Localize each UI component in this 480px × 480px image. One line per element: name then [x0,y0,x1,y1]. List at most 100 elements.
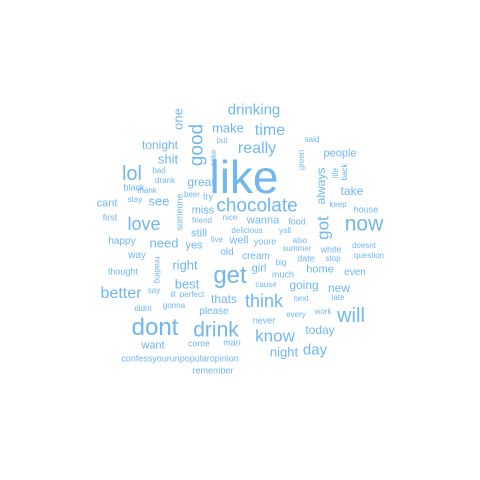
word-life: life [331,167,340,179]
word-work: work [314,307,332,316]
word-think: think [244,291,284,311]
word-next: next [293,294,309,303]
word-black: black [123,182,145,193]
word-yall: yall [278,226,292,235]
word-ill: ill [170,290,176,299]
word-old: old [220,247,234,258]
word-cake: cake [209,149,218,167]
word-date: date [297,253,315,264]
word-lol: lol [121,163,143,185]
word-home: home [306,263,334,276]
word-never: never [252,315,276,326]
word-shit: shit [157,151,179,167]
word-night: night [269,344,299,360]
word-going: going [289,278,319,292]
word-cream: cream [242,251,270,262]
word-need: need [149,235,179,251]
word-white: white [320,244,342,255]
word-still: still [191,227,207,240]
word-happy: happy [108,236,136,247]
word-please: please [199,306,229,317]
word-youre: youre [253,236,277,247]
word-first: first [102,212,118,223]
word-someone: someone [174,193,185,231]
word-doesnt: doesnt [351,241,377,250]
word-really: really [237,140,277,157]
word-people: people [323,147,357,160]
word-live: live [210,235,224,244]
word-cant: cant [96,197,118,210]
word-nice: nice [222,213,238,222]
word-wanna: wanna [246,214,280,227]
word-friend: friend [191,216,213,225]
word-like: like [209,151,279,203]
word-time: time [254,122,286,139]
word-thank: thank [137,186,157,195]
word-new: new [327,281,351,295]
word-drink: drink [193,318,239,342]
word-miss: miss [191,204,215,217]
word-delicious: delicious [231,226,263,235]
word-now: now [344,212,384,236]
word-reading: reading [153,256,162,284]
word-thats: thats [210,292,238,306]
word-house: house [353,204,379,215]
word-yes: yes [185,239,203,252]
word-got: got [313,216,333,240]
word-well: well [229,234,249,247]
word-food: food [288,216,306,227]
word-confess: confessyourunpopularopinion [121,353,239,364]
word-stop: stop [325,254,341,263]
word-bad: bad [152,166,166,175]
word-right: right [172,257,198,273]
word-gonna: gonna [162,301,186,310]
word-always: always [314,167,328,205]
word-green: green [297,149,306,171]
word-stay: stay [127,195,143,204]
word-cause: cause [255,280,277,289]
word-great: great [187,175,215,189]
word-love: love [127,214,161,234]
word-remember: remember [192,365,234,376]
word-know: know [255,326,295,346]
word-perfect: perfect [179,290,205,299]
word-will: will [337,305,365,327]
word-get: get [213,262,247,289]
word-dont: dont [131,314,179,341]
word-better: better [100,285,142,302]
word-also: also [292,236,308,245]
word-want: want [141,339,165,352]
word-drank: drank [154,176,176,185]
word-girl: girl [251,262,267,275]
word-thought: thought [107,266,139,277]
word-drinking: drinking [227,101,281,119]
word-man: man [223,337,241,348]
word-say: say [147,286,161,295]
word-every: every [286,310,306,319]
word-beer: beer [183,190,201,199]
word-late: late [331,293,345,302]
word-make: make [212,120,244,136]
word-put: put [216,136,228,145]
word-day: day [302,341,328,359]
word-good: good [186,123,208,167]
word-today: today [305,323,335,337]
word-one: one [170,108,186,130]
word-try: try [203,191,213,202]
word-even: even [344,267,366,278]
word-didnt: didnt [134,304,152,313]
word-see: see [148,193,170,209]
word-tonight: tonight [141,138,179,152]
word-best: best [174,276,200,292]
word-way: way [128,250,146,261]
word-back: back [340,163,349,181]
word-take: take [340,184,364,198]
word-come: come [187,338,211,349]
word-big: big [275,258,287,267]
word-chocolate: chocolate [216,195,298,217]
word-said: said [304,135,320,144]
word-summer: summer [282,244,312,253]
word-keep: keep [329,200,347,209]
word-much: much [271,269,295,280]
